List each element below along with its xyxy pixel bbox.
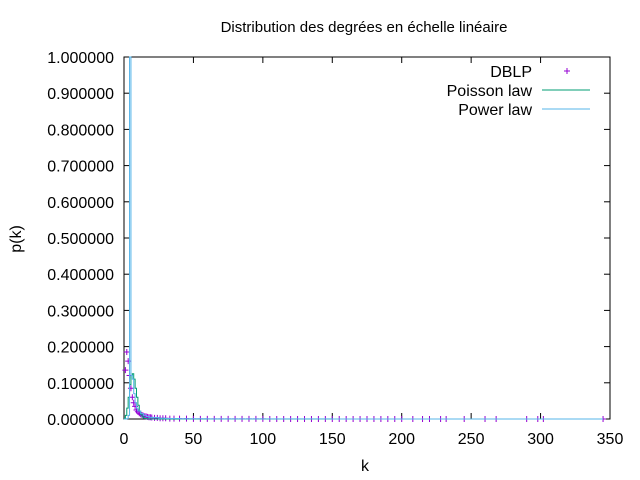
- x-tick-label: 350: [597, 431, 624, 448]
- legend: DBLP Poisson law Power law: [447, 64, 590, 119]
- legend-label: Poisson law: [447, 83, 533, 100]
- y-tick-label: 0.800000: [47, 122, 114, 139]
- y-tick-label: 0.600000: [47, 195, 114, 212]
- data-point: [129, 394, 136, 401]
- y-tick-label: 0.200000: [47, 340, 114, 357]
- data-point: [123, 349, 130, 356]
- x-tick-label: 200: [388, 431, 415, 448]
- plot-frame: [123, 56, 611, 420]
- x-tick-label: 50: [185, 431, 203, 448]
- series-dblp: [122, 349, 607, 422]
- x-tick-label: 250: [458, 431, 485, 448]
- y-tick-label: 0.000000: [47, 412, 114, 429]
- chart-title: Distribution des degrées en échelle liné…: [221, 19, 508, 36]
- axis-ticks: 0 50 100 150 200 250 300 350 0.000000 0.100000 0.2…: [47, 50, 623, 448]
- y-tick-label: 1.000000: [47, 50, 114, 67]
- series-line-power-law: [124, 56, 604, 420]
- series-line-poisson-law: [124, 373, 604, 420]
- x-axis-label: k: [361, 458, 370, 475]
- x-tick-label: 100: [250, 431, 277, 448]
- data-point: [132, 403, 139, 410]
- y-tick-label: 0.700000: [47, 159, 114, 176]
- x-tick-label: 150: [319, 431, 346, 448]
- y-tick-label: 0.400000: [47, 267, 114, 284]
- data-point: [122, 367, 129, 374]
- x-tick-label: 300: [527, 431, 554, 448]
- legend-marker: [564, 68, 570, 74]
- y-tick-label: 0.500000: [47, 231, 114, 248]
- y-tick-label: 0.900000: [47, 86, 114, 103]
- y-tick-label: 0.300000: [47, 303, 114, 320]
- legend-label: DBLP: [490, 64, 532, 81]
- data-point: [125, 358, 132, 365]
- x-tick-label: 0: [120, 431, 129, 448]
- y-tick-label: 0.100000: [47, 376, 114, 393]
- y-axis-label: p(k): [8, 225, 25, 253]
- data-point: [127, 385, 134, 392]
- plot-area: [122, 56, 607, 422]
- legend-label: Power law: [458, 102, 532, 119]
